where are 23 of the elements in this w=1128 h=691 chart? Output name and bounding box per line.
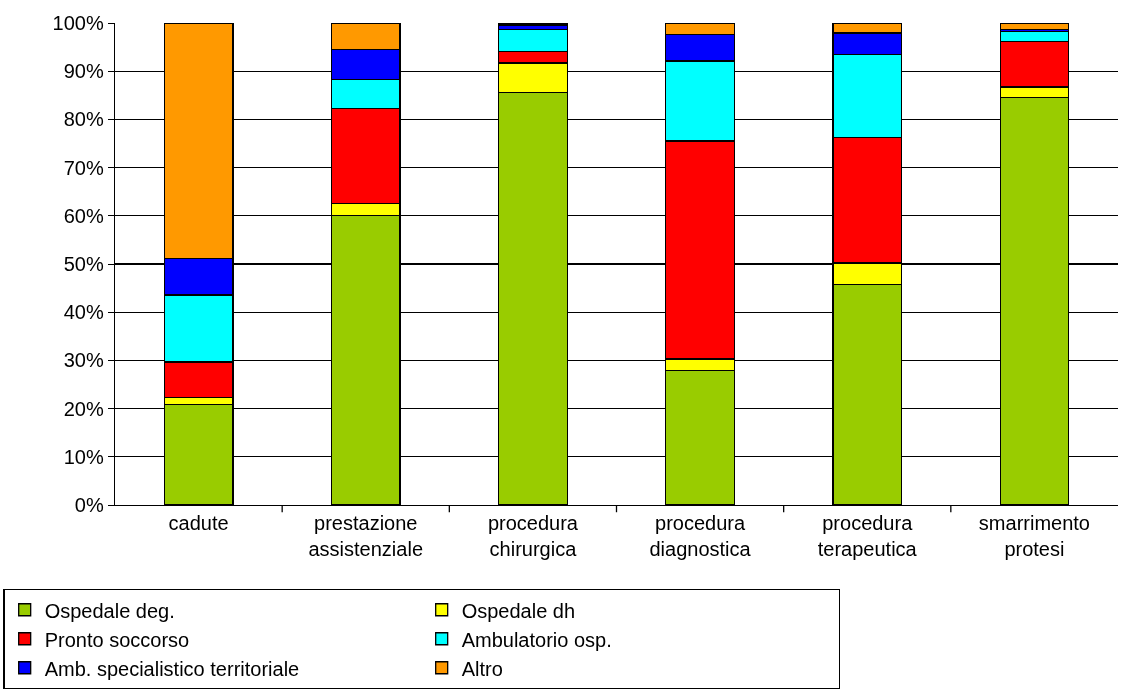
legend-label: Ospedale deg. — [44, 599, 175, 622]
y-tick-label: 20% — [63, 397, 104, 420]
x-tick-label: procedura terapeutica — [817, 512, 918, 561]
y-tick-label: 70% — [63, 156, 104, 179]
x-tick-label: prestazione assistenziale — [308, 512, 424, 561]
y-tick-label: 50% — [63, 253, 104, 275]
legend-label: Ambulatorio osp. — [461, 628, 612, 651]
y-tick-label: 60% — [63, 204, 104, 227]
y-tick-label: 80% — [63, 108, 104, 131]
y-tick-label: 0% — [74, 494, 104, 516]
x-tick-label: cadute — [168, 512, 229, 535]
legend-label: Altro — [461, 657, 503, 680]
legend-label: Ospedale dh — [461, 599, 576, 622]
y-tick-label: 30% — [63, 349, 104, 372]
x-tick-label: procedura chirurgica — [487, 512, 579, 561]
y-tick-label: 10% — [63, 445, 104, 468]
x-tick-label: procedura diagnostica — [649, 512, 752, 561]
y-tick-label: 90% — [63, 60, 104, 83]
legend-label: Amb. specialistico territoriale — [44, 657, 300, 680]
y-tick-label: 100% — [52, 12, 104, 34]
y-tick-label: 40% — [63, 301, 104, 324]
legend-label: Pronto soccorso — [44, 628, 190, 651]
x-tick-label: smarrimento protesi — [978, 512, 1090, 561]
